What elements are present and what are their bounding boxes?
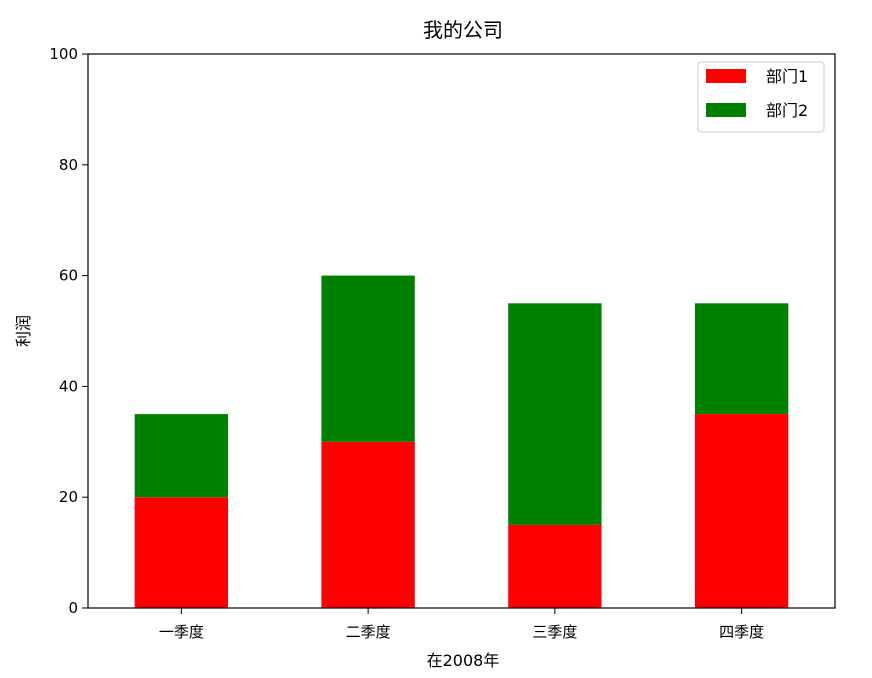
bar-series-1-4 (694, 414, 789, 608)
bar-series-1-1 (134, 497, 229, 608)
y-tick-label: 0 (68, 599, 78, 617)
x-axis: 一季度 二季度 三季度 四季度 (159, 608, 764, 641)
y-tick-label: 60 (59, 267, 78, 285)
bar-series-1-2 (321, 441, 415, 608)
y-axis: 0 20 40 60 80 100 (49, 45, 88, 617)
x-tick-label: 一季度 (159, 623, 204, 641)
legend-swatch-2 (706, 103, 746, 117)
chart-title: 我的公司 (423, 18, 503, 42)
y-tick-label: 40 (59, 377, 78, 395)
y-tick-label: 100 (49, 45, 78, 63)
bar-series-2-2 (321, 275, 415, 442)
y-axis-label: 利润 (14, 315, 33, 347)
bar-series-2-4 (694, 303, 789, 415)
x-tick-label: 四季度 (719, 623, 764, 641)
legend-label-2: 部门2 (766, 101, 808, 120)
legend-swatch-1 (706, 69, 746, 83)
x-tick-label: 三季度 (532, 623, 577, 641)
x-tick-label: 二季度 (346, 623, 391, 641)
plot-frame (87, 53, 836, 609)
legend-label-1: 部门1 (766, 67, 808, 86)
y-tick-label: 80 (59, 156, 78, 174)
y-tick-label: 20 (59, 488, 78, 506)
bar-series-1-3 (508, 524, 602, 608)
bar-series-2-1 (134, 414, 229, 498)
bar-series-2-3 (508, 303, 602, 525)
x-axis-label: 在2008年 (427, 651, 500, 670)
bars-group (134, 275, 789, 608)
legend: 部门1 部门2 (697, 61, 825, 133)
